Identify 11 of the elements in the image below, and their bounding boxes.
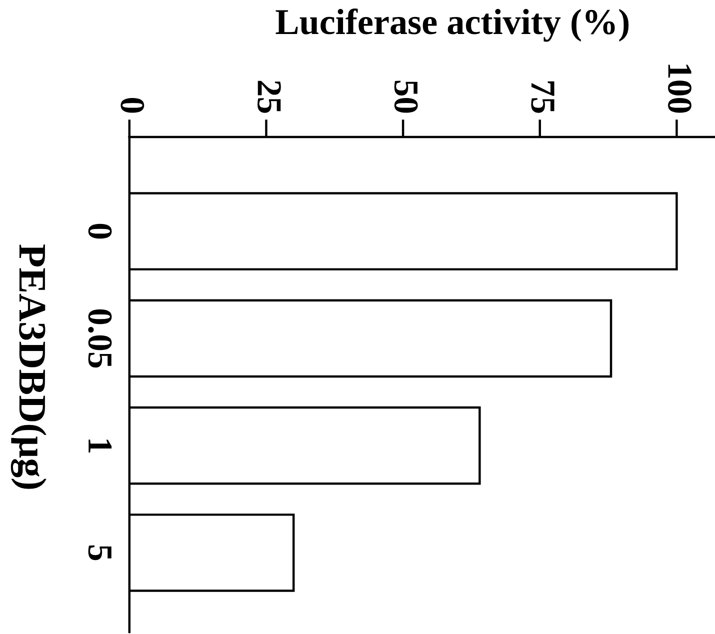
x-tick-label: 0 [120,98,144,113]
y-axis-title: PEA3DBD(μg) [10,244,46,489]
y-tick-label: 5 [88,545,112,560]
y-tick-label: 0 [88,224,112,239]
y-tick-label: 1 [88,440,112,452]
x-tick-label: 100 [668,64,692,113]
x-tick-label: 75 [531,81,554,113]
x-tick-label: 25 [258,80,281,113]
x-tick-label: 50 [394,80,418,113]
x-axis-title: Luciferase activity (%) [276,8,629,42]
y-tick-label: 0.05 [88,309,112,368]
